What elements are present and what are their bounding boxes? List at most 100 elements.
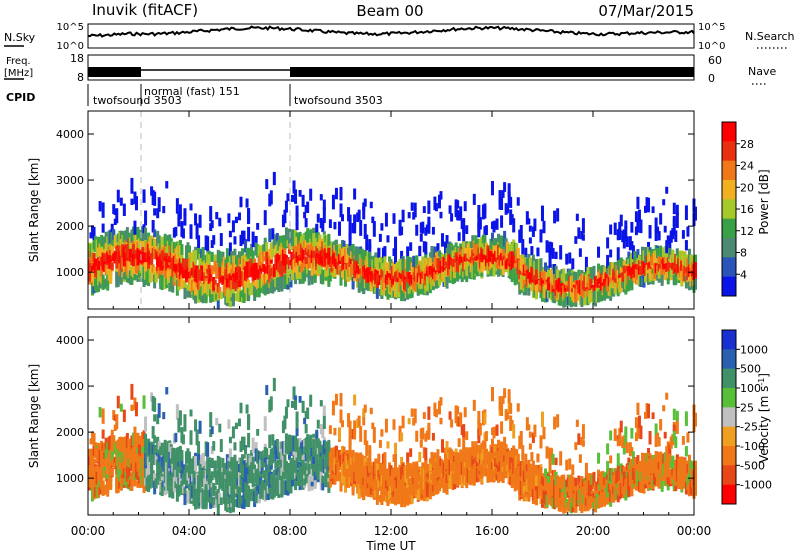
power-echo bbox=[494, 262, 498, 273]
power-echo bbox=[271, 228, 275, 240]
velocity-echo bbox=[377, 479, 381, 489]
velocity-echo bbox=[334, 464, 338, 475]
velocity-echo bbox=[115, 460, 119, 475]
power-echo bbox=[316, 232, 320, 243]
power-echo bbox=[663, 268, 667, 275]
velocity-echo bbox=[88, 465, 91, 479]
velocity-echo bbox=[354, 452, 358, 469]
power-echo bbox=[606, 237, 610, 249]
power-echo bbox=[378, 262, 382, 269]
power-echo bbox=[334, 239, 338, 251]
velocity-echo bbox=[344, 454, 348, 470]
power-echo bbox=[450, 243, 454, 255]
velocity-echo bbox=[91, 448, 95, 463]
velocity-echo bbox=[210, 426, 214, 435]
velocity-echo bbox=[378, 495, 382, 503]
power-echo bbox=[234, 216, 238, 224]
power-echo bbox=[513, 256, 517, 263]
power-echo bbox=[624, 220, 628, 229]
power-echo bbox=[451, 271, 455, 285]
power-echo bbox=[227, 289, 231, 298]
power-echo bbox=[245, 248, 249, 257]
power-echo bbox=[645, 197, 649, 211]
power-echo bbox=[545, 291, 549, 302]
power-echo bbox=[236, 279, 240, 289]
velocity-echo bbox=[157, 460, 161, 474]
velocity-echo bbox=[151, 470, 155, 479]
power-echo bbox=[368, 239, 372, 249]
power-echo bbox=[209, 290, 213, 298]
power-echo bbox=[213, 291, 217, 299]
power-echo bbox=[662, 257, 666, 268]
power-echo bbox=[266, 258, 270, 269]
power-echo bbox=[280, 261, 284, 270]
power-echo bbox=[627, 266, 631, 277]
power-echo bbox=[495, 238, 499, 246]
power-echo bbox=[94, 265, 98, 273]
power-echo bbox=[600, 285, 604, 302]
power-echo bbox=[633, 264, 637, 278]
velocity-echo bbox=[275, 483, 279, 496]
power-echo bbox=[304, 218, 308, 228]
power-echo bbox=[484, 254, 488, 267]
power-echo bbox=[607, 277, 611, 287]
power-echo bbox=[189, 252, 193, 268]
velocity-echo bbox=[154, 454, 158, 466]
power-echo bbox=[172, 242, 176, 253]
power-echo bbox=[195, 274, 199, 283]
power-echo bbox=[178, 276, 182, 284]
power-echo bbox=[550, 288, 554, 301]
power-echo bbox=[151, 248, 155, 260]
power-echo bbox=[642, 274, 646, 288]
power-echo bbox=[412, 211, 416, 220]
velocity-echo bbox=[104, 475, 108, 482]
velocity-echo bbox=[266, 464, 270, 475]
power-echo bbox=[689, 254, 693, 267]
power-echo bbox=[141, 252, 145, 265]
power-echo bbox=[263, 210, 267, 226]
power-echo bbox=[256, 271, 260, 278]
power-echo bbox=[456, 200, 460, 209]
power-echo bbox=[440, 257, 444, 267]
power-echo bbox=[95, 242, 99, 257]
power-echo bbox=[234, 292, 238, 301]
velocity-echo bbox=[360, 455, 364, 472]
power-echo bbox=[483, 260, 487, 270]
power-echo bbox=[197, 247, 201, 259]
velocity-echo bbox=[319, 468, 323, 484]
power-echo bbox=[436, 280, 440, 288]
velocity-echo bbox=[180, 450, 184, 461]
velocity-echo bbox=[319, 456, 323, 465]
velocity-echo bbox=[153, 480, 157, 495]
power-echo bbox=[360, 275, 364, 290]
power-echo bbox=[121, 248, 125, 258]
power-echo bbox=[478, 257, 482, 265]
power-echo bbox=[428, 265, 432, 276]
velocity-echo bbox=[357, 415, 361, 427]
power-echo bbox=[262, 251, 266, 262]
colorbar-cell bbox=[722, 160, 736, 181]
power-echo bbox=[647, 241, 651, 250]
power-echo bbox=[665, 265, 669, 281]
velocity-echo bbox=[331, 400, 335, 416]
power-echo bbox=[469, 263, 473, 273]
power-echo bbox=[630, 253, 634, 267]
power-echo bbox=[490, 241, 494, 248]
power-echo bbox=[141, 236, 145, 247]
power-echo bbox=[674, 272, 678, 280]
velocity-echo bbox=[124, 436, 128, 447]
power-echo bbox=[430, 277, 434, 290]
velocity-echo bbox=[148, 449, 152, 464]
power-echo bbox=[501, 265, 505, 276]
power-echo bbox=[369, 267, 373, 276]
power-echo bbox=[631, 274, 635, 282]
power-echo bbox=[134, 244, 138, 257]
power-echo bbox=[228, 230, 232, 238]
velocity-echo bbox=[236, 460, 240, 473]
power-echo bbox=[371, 273, 375, 281]
power-echo bbox=[195, 223, 199, 240]
velocity-echo bbox=[160, 472, 164, 481]
power-echo bbox=[578, 248, 582, 257]
power-echo bbox=[303, 211, 307, 219]
velocity-echo bbox=[248, 466, 252, 483]
